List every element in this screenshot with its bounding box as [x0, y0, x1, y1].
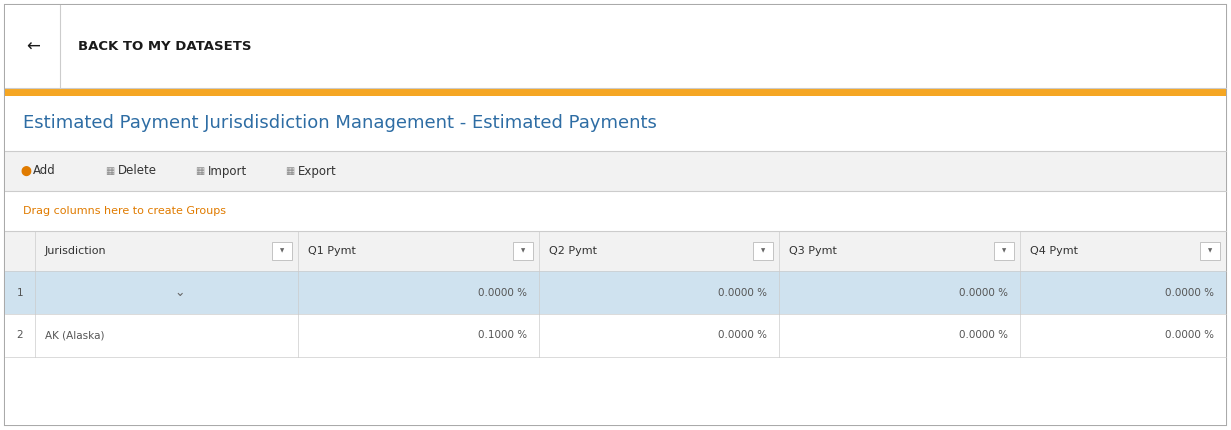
- Text: ▼: ▼: [1208, 249, 1213, 254]
- Text: ▼: ▼: [521, 249, 524, 254]
- Text: Delete: Delete: [118, 165, 158, 178]
- Bar: [5, 5, 1226, 88]
- Text: ⌄: ⌄: [175, 286, 185, 299]
- Bar: [272, 242, 293, 260]
- Text: Add: Add: [33, 165, 55, 178]
- Text: ⬤: ⬤: [20, 166, 31, 176]
- Text: ▼: ▼: [1002, 249, 1006, 254]
- Text: 0.0000 %: 0.0000 %: [478, 288, 527, 298]
- Text: 0.0000 %: 0.0000 %: [1165, 331, 1214, 341]
- Bar: [5, 151, 1226, 191]
- Bar: [5, 231, 1226, 271]
- Bar: [5, 357, 1226, 425]
- Text: 1: 1: [17, 288, 23, 298]
- Bar: [753, 242, 773, 260]
- Text: 0.0000 %: 0.0000 %: [959, 331, 1008, 341]
- Bar: [513, 242, 533, 260]
- Text: 2: 2: [17, 331, 23, 341]
- Bar: [1200, 242, 1220, 260]
- Text: Jurisdiction: Jurisdiction: [46, 246, 107, 256]
- Text: Estimated Payment Jurisdisdiction Management - Estimated Payments: Estimated Payment Jurisdisdiction Manage…: [23, 114, 657, 132]
- Text: Drag columns here to create Groups: Drag columns here to create Groups: [23, 206, 227, 216]
- Text: AK (Alaska): AK (Alaska): [46, 331, 105, 341]
- Text: BACK TO MY DATASETS: BACK TO MY DATASETS: [78, 40, 251, 53]
- Text: ←: ←: [26, 37, 39, 55]
- Text: Q3 Pymt: Q3 Pymt: [789, 246, 837, 256]
- Text: 0.1000 %: 0.1000 %: [478, 331, 527, 341]
- Text: ▦: ▦: [105, 166, 114, 176]
- Bar: [5, 96, 1226, 151]
- Bar: [5, 88, 1226, 96]
- Text: 0.0000 %: 0.0000 %: [1165, 288, 1214, 298]
- Text: ▦: ▦: [194, 166, 204, 176]
- Text: ▼: ▼: [281, 249, 284, 254]
- Bar: [5, 191, 1226, 231]
- Text: ▦: ▦: [286, 166, 294, 176]
- Text: 0.0000 %: 0.0000 %: [719, 331, 767, 341]
- Text: ▼: ▼: [761, 249, 766, 254]
- Text: Import: Import: [208, 165, 247, 178]
- Text: Q4 Pymt: Q4 Pymt: [1030, 246, 1078, 256]
- Text: Export: Export: [298, 165, 337, 178]
- Bar: [993, 242, 1014, 260]
- Bar: [5, 271, 1226, 314]
- Text: Q1 Pymt: Q1 Pymt: [309, 246, 356, 256]
- Bar: [5, 314, 1226, 357]
- Text: 0.0000 %: 0.0000 %: [719, 288, 767, 298]
- Text: Q2 Pymt: Q2 Pymt: [549, 246, 597, 256]
- Text: 0.0000 %: 0.0000 %: [959, 288, 1008, 298]
